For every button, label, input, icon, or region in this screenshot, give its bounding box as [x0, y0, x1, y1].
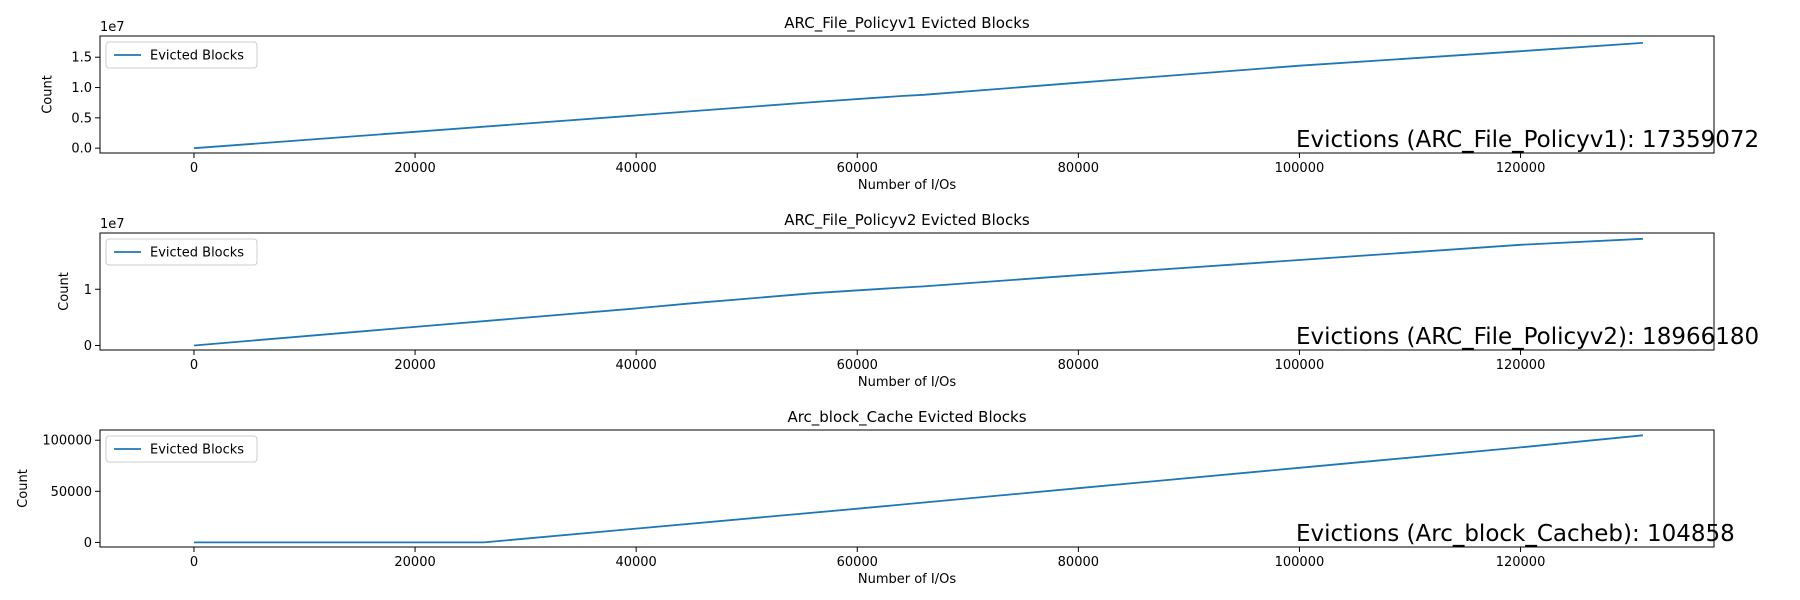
evictions-annotation: Evictions (Arc_block_Cacheb): 104858 [1296, 521, 1735, 547]
axes-frame [99, 35, 1715, 154]
subplot-title: ARC_File_Policyv2 Evicted Blocks [784, 211, 1030, 230]
y-tick-label: 1.0 [71, 81, 92, 96]
y-tick-label: 100000 [42, 434, 92, 449]
legend-label: Evicted Blocks [150, 246, 244, 261]
x-tick-label: 100000 [1275, 555, 1325, 570]
legend-box [105, 435, 258, 463]
axes-frame [99, 429, 1715, 548]
subplot-title: ARC_File_Policyv1 Evicted Blocks [784, 14, 1030, 33]
x-tick-label: 120000 [1496, 358, 1546, 373]
legend: Evicted Blocks [105, 435, 258, 463]
evictions-annotation: Evictions (ARC_File_Policyv1): 17359072 [1296, 127, 1759, 153]
subplot-2: ARC_File_Policyv2 Evicted Blocks 0 20000 40… [57, 211, 1759, 390]
legend-label: Evicted Blocks [150, 49, 244, 64]
series-line-evicted-blocks [193, 237, 1643, 347]
x-tick-label: 120000 [1496, 161, 1546, 176]
series-line-evicted-blocks [194, 434, 1643, 544]
x-tick-label: 60000 [837, 358, 878, 373]
x-tick-label: 0 [190, 161, 198, 176]
y-tick-label: 0 [84, 536, 92, 551]
subplot-title: Arc_block_Cache Evicted Blocks [787, 408, 1026, 427]
y-tick-label: 0.0 [71, 142, 92, 157]
y-tick-label: 0.5 [71, 111, 92, 126]
x-tick-label: 40000 [615, 161, 656, 176]
x-tick-label: 60000 [837, 161, 878, 176]
y-axis-label: Count [40, 75, 55, 114]
legend: Evicted Blocks [105, 41, 258, 69]
x-tick-label: 0 [190, 555, 198, 570]
y-tick-label: 0 [84, 339, 92, 354]
subplot-1: ARC_File_Policyv1 Evicted Blocks 0 20000 40… [40, 14, 1759, 193]
x-tick-label: 40000 [615, 358, 656, 373]
x-tick-label: 120000 [1496, 555, 1546, 570]
x-tick-label: 80000 [1058, 555, 1099, 570]
x-tick-label: 100000 [1275, 358, 1325, 373]
legend-box [105, 41, 258, 69]
series-line-evicted-blocks [193, 42, 1643, 150]
x-tick-label: 20000 [394, 161, 435, 176]
y-axis-label: Count [16, 469, 31, 508]
x-axis-label: Number of I/Os [858, 375, 956, 390]
x-axis-label: Number of I/Os [858, 572, 956, 587]
x-axis-label: Number of I/Os [858, 178, 956, 193]
x-tick-label: 20000 [394, 358, 435, 373]
axes-frame [99, 232, 1715, 351]
x-tick-label: 20000 [394, 555, 435, 570]
x-tick-label: 0 [190, 358, 198, 373]
y-offset-label: 1e7 [100, 20, 125, 35]
y-axis-label: Count [57, 272, 72, 311]
x-tick-label: 100000 [1275, 161, 1325, 176]
y-tick-label: 1.5 [71, 51, 92, 66]
x-tick-label: 80000 [1058, 358, 1099, 373]
evictions-annotation: Evictions (ARC_File_Policyv2): 18966180 [1296, 324, 1759, 350]
legend-label: Evicted Blocks [150, 443, 244, 458]
legend-box [105, 238, 258, 266]
x-tick-label: 80000 [1058, 161, 1099, 176]
y-offset-label: 1e7 [100, 217, 125, 232]
subplot-3: Arc_block_Cache Evicted Blocks 0 20000 4000… [16, 408, 1735, 587]
x-tick-label: 40000 [615, 555, 656, 570]
y-tick-label: 1 [84, 283, 92, 298]
legend: Evicted Blocks [105, 238, 258, 266]
x-tick-label: 60000 [837, 555, 878, 570]
y-tick-label: 50000 [51, 485, 92, 500]
